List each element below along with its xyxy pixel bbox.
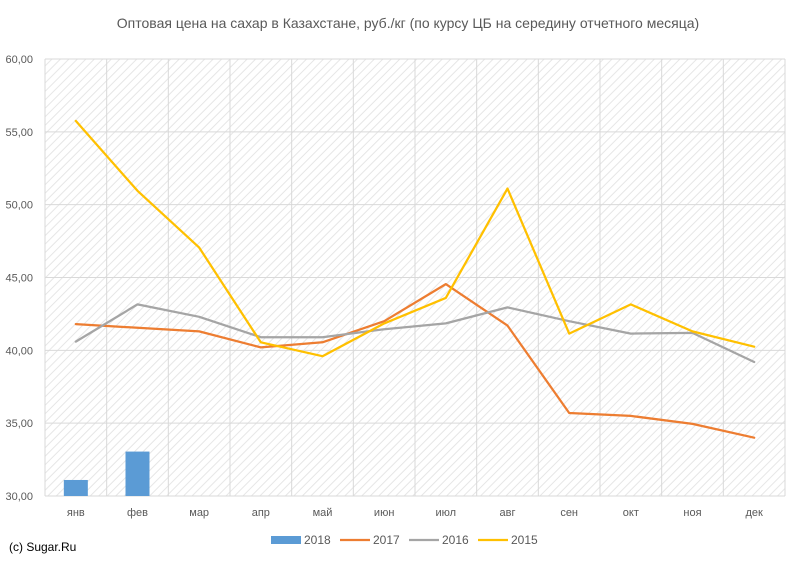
x-tick-label: май: [313, 507, 333, 519]
y-tick-label: 50,00: [5, 200, 33, 212]
x-tick-label: дек: [745, 507, 763, 519]
line-series-2016: [74, 303, 756, 364]
y-tick-label: 30,00: [5, 491, 33, 503]
x-tick-label: апр: [252, 507, 270, 519]
legend-label-2016: 2016: [442, 533, 469, 547]
y-tick-label: 45,00: [5, 273, 33, 285]
x-tick-label: июл: [436, 507, 457, 519]
x-tick-label: сен: [560, 507, 578, 519]
y-axis-ticks: 30,00 35,00 40,00 45,00 50,00 55,00 60,00: [5, 54, 33, 503]
y-tick-label: 35,00: [5, 418, 33, 430]
credit-text: (c) Sugar.Ru: [9, 540, 76, 554]
legend-label-2017: 2017: [373, 533, 400, 547]
y-tick-label: 60,00: [5, 54, 33, 66]
x-tick-label: авг: [500, 507, 516, 519]
legend: 2018 2017 2016 2015: [271, 533, 538, 547]
legend-label-2015: 2015: [511, 533, 538, 547]
x-tick-label: янв: [67, 507, 85, 519]
bar-series-2018: [63, 451, 150, 496]
bar-2018-фев: [125, 451, 150, 496]
x-tick-label: фев: [127, 507, 148, 519]
x-tick-label: окт: [623, 507, 639, 519]
x-axis-ticks: янв фев мар апр май июн июл авг сен окт ноя дек: [67, 507, 763, 519]
x-tick-label: июн: [374, 507, 394, 519]
x-tick-label: мар: [189, 507, 209, 519]
line-series-2015: [74, 119, 756, 358]
line-series: [74, 119, 756, 439]
y-tick-label: 55,00: [5, 127, 33, 139]
line-series-2017: [74, 282, 756, 439]
grid-lines: [44, 58, 786, 497]
chart-title: Оптовая цена на сахар в Казахстане, руб.…: [117, 15, 699, 31]
y-tick-label: 40,00: [5, 345, 33, 357]
bar-2018-янв: [63, 479, 88, 496]
legend-swatch-2018: [271, 536, 301, 544]
legend-label-2018: 2018: [304, 533, 331, 547]
x-tick-label: ноя: [683, 507, 701, 519]
